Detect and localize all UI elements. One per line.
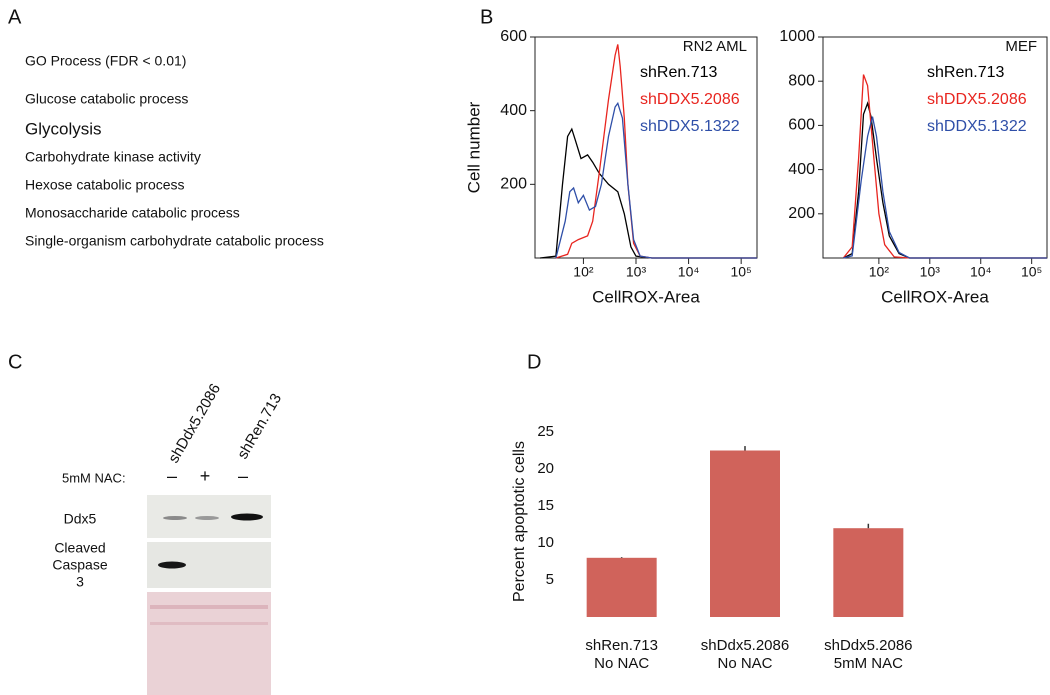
treatment: +	[200, 466, 211, 486]
go-item: Glycolysis	[25, 119, 102, 138]
x-tick-label: shDdx5.2086	[824, 637, 912, 654]
histogram-line	[555, 101, 757, 259]
y-tick-label: 600	[500, 28, 527, 45]
x-tick-label: 10²	[869, 264, 890, 280]
legend-entry: shDDX5.1322	[927, 118, 1027, 135]
y-tick-label: 1000	[779, 28, 815, 45]
x-tick-label: No NAC	[717, 655, 772, 672]
x-tick-label: No NAC	[594, 655, 649, 672]
y-axis-label: Cell number	[464, 101, 483, 193]
x-axis-label: CellROX-Area	[592, 287, 700, 306]
y-tick-label: 200	[788, 205, 815, 222]
chart-title: MEF	[1005, 38, 1037, 55]
x-tick-label: 10⁴	[678, 264, 700, 280]
row-label: Caspase	[52, 557, 107, 573]
go-item: Monosaccharide catabolic process	[25, 205, 240, 221]
bar	[833, 528, 904, 617]
treatment: –	[238, 466, 248, 486]
histogram-line	[555, 44, 757, 259]
treatment-label: 5mM NAC:	[62, 470, 126, 485]
x-axis-label: CellROX-Area	[881, 287, 989, 306]
go-title: GO Process (FDR < 0.01)	[25, 53, 186, 69]
y-tick-label: 20	[537, 460, 554, 477]
plot-frame	[534, 36, 758, 259]
lane-label: shRen.713	[234, 391, 285, 462]
go-item: Carbohydrate kinase activity	[25, 149, 201, 165]
ponceau-band	[150, 605, 268, 609]
blot-band	[231, 513, 263, 521]
histogram-line	[843, 116, 1047, 259]
ponceau-band	[150, 622, 268, 625]
x-tick-label: shDdx5.2086	[701, 637, 789, 654]
x-tick-label: 10³	[920, 264, 941, 280]
row-label: Ddx5	[64, 511, 97, 527]
blot-band	[195, 516, 219, 520]
y-axis-label: Percent apoptotic cells	[511, 441, 528, 602]
y-tick-label: 10	[537, 534, 554, 551]
blot-band	[158, 561, 186, 569]
x-tick-label: 10⁵	[730, 264, 751, 280]
row-label: 3	[76, 574, 84, 590]
panel-letter: D	[527, 351, 541, 373]
go-item: Hexose catabolic process	[25, 177, 185, 193]
histogram-line	[843, 101, 1047, 259]
legend-entry: shRen.713	[927, 64, 1004, 81]
legend-entry: shDDX5.2086	[640, 91, 740, 108]
ponceau-stain	[147, 592, 271, 695]
x-tick-label: 10³	[626, 264, 647, 280]
y-tick-label: 25	[537, 423, 554, 440]
go-item: Single-organism carbohydrate catabolic p…	[25, 233, 324, 249]
row-label: Cleaved	[54, 540, 105, 556]
chart-title: RN2 AML	[683, 38, 747, 55]
panel-letter: B	[480, 6, 493, 28]
x-tick-label: 5mM NAC	[834, 655, 903, 672]
y-tick-label: 15	[537, 497, 554, 514]
y-tick-label: 600	[788, 117, 815, 134]
legend-entry: shDDX5.2086	[927, 91, 1027, 108]
histogram-line	[842, 74, 1047, 259]
x-tick-label: 10⁵	[1021, 264, 1042, 280]
y-tick-label: 400	[500, 102, 527, 119]
legend-entry: shRen.713	[640, 64, 717, 81]
x-tick-label: 10²	[573, 264, 594, 280]
panel-letter: C	[8, 351, 22, 373]
x-tick-label: shRen.713	[585, 637, 658, 654]
panel-letter: A	[8, 6, 22, 28]
y-tick-label: 5	[546, 571, 554, 588]
bar	[586, 557, 657, 617]
legend-entry: shDDX5.1322	[640, 118, 740, 135]
blot-band	[163, 516, 187, 520]
y-tick-label: 400	[788, 161, 815, 178]
histogram-line	[540, 127, 757, 259]
y-tick-label: 800	[788, 72, 815, 89]
treatment: –	[167, 466, 177, 486]
y-tick-label: 200	[500, 176, 527, 193]
go-item: Glucose catabolic process	[25, 91, 188, 107]
bar	[710, 450, 780, 617]
x-tick-label: 10⁴	[970, 264, 992, 280]
lane-label: shDdx5.2086	[165, 381, 224, 466]
